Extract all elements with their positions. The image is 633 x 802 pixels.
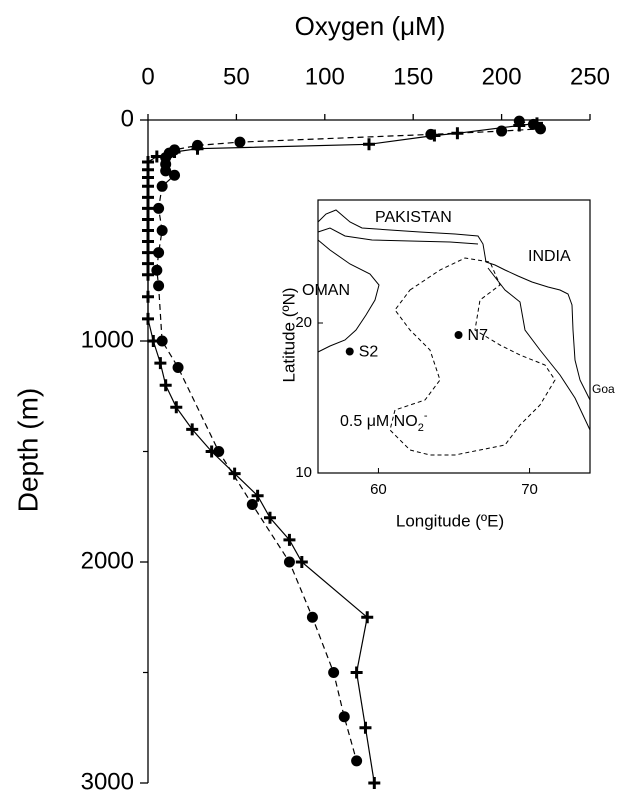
cross-marker [142,246,154,259]
cross-marker [142,213,154,226]
dot-marker [306,611,318,623]
dot-marker [246,499,258,511]
dot-marker [234,136,246,148]
cross-marker [142,257,154,270]
y-axis-title: Depth (m) [12,388,43,512]
cross-marker [251,489,264,502]
cross-marker [142,224,154,237]
cross-marker [186,423,199,436]
coastline [317,209,591,401]
y-axis-title: Latitude (ºN) [279,287,298,382]
shelf-line [487,267,591,431]
region-label: PAKISTAN [375,209,452,226]
contour-label-part: - [424,410,428,422]
dot-marker [328,667,340,678]
y-tick-label: 0 [121,105,134,132]
dot-marker [496,125,508,137]
cross-marker [142,290,154,303]
cross-marker [142,235,154,248]
x-axis-title: Longitude (ºE) [396,511,504,530]
no2-contour [389,257,556,456]
y-tick-label: 2000 [81,547,134,574]
contour-label: 0.5 μM NO2- [340,410,428,434]
dot-marker [153,280,165,292]
cross-marker [295,556,308,568]
x-tick-label: 70 [521,481,538,498]
dot-marker [513,115,525,127]
coastline [317,227,479,245]
dot-marker [351,755,363,767]
dot-marker [169,169,181,181]
cross-marker [283,533,296,546]
series-line [156,120,543,762]
cross-marker [363,138,375,151]
dot-marker [338,711,350,723]
station-label: S2 [359,344,379,361]
region-label: OMAN [302,282,350,299]
y-tick-label: 20 [295,314,312,331]
dot-marker [172,362,184,374]
cross-marker [170,401,183,414]
dot-marker [213,446,225,457]
cross-marker [263,511,276,524]
dot-marker [153,202,165,214]
coastline [317,239,380,353]
contour-label-part: 0.5 μM NO [340,413,418,430]
cross-marker [142,180,154,193]
cross-marker [359,721,372,734]
x-tick-label: 0 [141,63,154,90]
inset-map: 60 70 10 20 Longitude (ºE) Latitude (ºN) PAKIS… [279,199,615,530]
cross-marker [350,666,363,679]
y-tick-label: 1000 [81,326,134,353]
x-axis-title: Oxygen (μM) [295,11,446,41]
y-tick-label: 10 [295,464,312,481]
dot-marker [156,225,168,236]
dot-marker [153,247,165,259]
dot-marker [283,556,295,568]
contour-label-part: 2 [418,422,424,434]
cross-marker [142,202,154,215]
dot-marker [151,264,163,276]
dot-marker [534,123,546,135]
region-label: Goa [592,382,615,396]
dot-marker [156,180,168,192]
x-tick-label: 150 [393,63,433,90]
station-marker [345,347,354,356]
cross-marker [142,191,154,204]
inset-frame [317,199,591,474]
cross-marker [142,312,154,325]
region-label: INDIA [528,248,571,265]
station-marker [454,331,463,339]
dot-marker [156,335,168,347]
x-tick-label: 50 [223,63,250,90]
cross-marker [361,611,374,624]
cross-marker [142,268,154,281]
dot-marker [192,139,204,151]
x-tick-label: 60 [370,481,387,498]
dot-marker [160,165,172,177]
dot-marker [425,128,437,140]
cross-marker [154,357,167,370]
x-tick-label: 100 [305,63,345,90]
station-label: N7 [468,327,489,344]
series-line [147,122,538,784]
x-tick-label: 200 [482,63,522,90]
cross-marker [159,379,172,392]
x-tick-label: 250 [570,63,610,90]
cross-marker [368,777,381,789]
y-tick-label: 3000 [81,768,134,795]
